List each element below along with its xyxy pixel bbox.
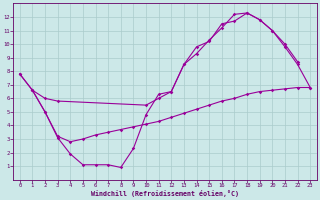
- X-axis label: Windchill (Refroidissement éolien,°C): Windchill (Refroidissement éolien,°C): [91, 190, 239, 197]
